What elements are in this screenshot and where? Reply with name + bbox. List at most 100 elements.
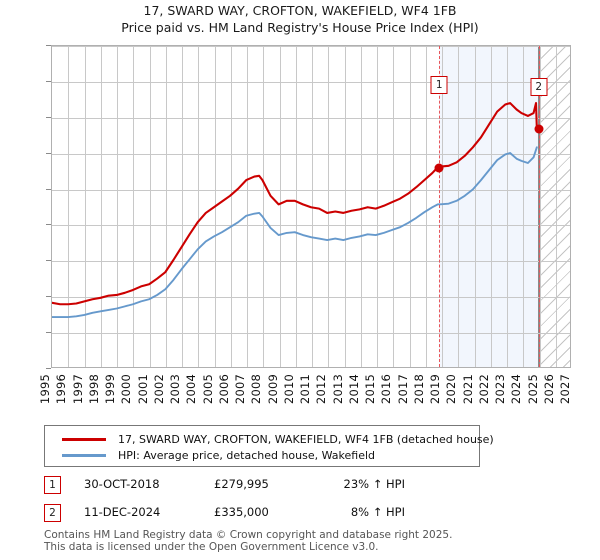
gridline-vertical xyxy=(133,46,135,367)
legend-swatch-hpi xyxy=(62,453,106,457)
gridline-horizontal xyxy=(52,153,570,155)
gridline-vertical xyxy=(263,46,265,367)
title-line-1: 17, SWARD WAY, CROFTON, WAKEFIELD, WF4 1… xyxy=(143,3,457,18)
gridline-vertical xyxy=(84,46,86,367)
x-axis-label: 2005 xyxy=(200,374,215,405)
gridline-vertical xyxy=(328,46,330,367)
gridline-vertical xyxy=(198,46,200,367)
footer-line-2: This data is licensed under the Open Gov… xyxy=(44,540,379,553)
page-title: 17, SWARD WAY, CROFTON, WAKEFIELD, WF4 1… xyxy=(0,2,600,36)
gridline-horizontal xyxy=(52,189,570,191)
gridline-vertical xyxy=(490,46,492,367)
sale-point-1[interactable] xyxy=(434,163,444,173)
gridline-vertical xyxy=(409,46,411,367)
y-axis-tick xyxy=(46,80,51,82)
gridline-vertical xyxy=(295,46,297,367)
legend-item-property: 17, SWARD WAY, CROFTON, WAKEFIELD, WF4 1… xyxy=(45,431,494,447)
gridline-vertical xyxy=(523,46,525,367)
x-axis-label: 2016 xyxy=(379,374,394,405)
chart-legend: 17, SWARD WAY, CROFTON, WAKEFIELD, WF4 1… xyxy=(44,425,494,467)
line-property-price xyxy=(52,102,538,306)
x-axis-label: 2002 xyxy=(151,374,166,405)
x-axis-label: 2001 xyxy=(135,374,150,405)
gridline-horizontal xyxy=(52,117,570,119)
gridline-vertical xyxy=(344,46,346,367)
gridline-vertical xyxy=(507,46,508,367)
y-axis-tick xyxy=(46,45,51,46)
y-axis-tick xyxy=(46,116,51,118)
x-axis-label: 2008 xyxy=(249,374,264,405)
sale-price-1: £279,995 xyxy=(214,477,269,491)
footer-attribution: Contains HM Land Registry data © Crown c… xyxy=(44,529,564,553)
sale-marker-1: 1 xyxy=(44,476,61,494)
gridline-horizontal xyxy=(52,297,570,299)
gridline-vertical xyxy=(279,46,281,367)
gridline-vertical xyxy=(165,46,167,367)
x-axis-label: 2027 xyxy=(558,374,572,405)
sale-marker-2: 2 xyxy=(44,504,61,522)
gridline-vertical xyxy=(247,46,248,367)
sale-hpi-2: 8% ↑ HPI xyxy=(350,505,405,519)
line-hpi-average xyxy=(52,146,538,319)
x-axis-label: 2025 xyxy=(525,374,540,405)
y-axis-tick xyxy=(46,188,51,190)
x-axis-label: 2011 xyxy=(298,374,312,405)
y-axis-tick xyxy=(46,368,51,369)
x-axis-label: 2014 xyxy=(346,374,361,405)
x-axis-label: 2010 xyxy=(281,374,296,405)
sale-date-1: 30-OCT-2018 xyxy=(84,477,160,491)
y-axis-tick xyxy=(46,296,51,298)
x-axis-label: 2020 xyxy=(444,374,459,405)
sale-point-2[interactable] xyxy=(534,124,544,134)
footer-line-1: Contains HM Land Registry data © Crown c… xyxy=(44,529,453,541)
x-axis-label: 2004 xyxy=(184,374,199,405)
x-axis-label: 2013 xyxy=(330,374,345,405)
gridline-vertical xyxy=(68,46,70,367)
gridline-vertical xyxy=(539,46,541,367)
gridline-vertical xyxy=(117,46,118,367)
sale-vertical-marker-1 xyxy=(439,46,441,367)
x-axis-label: 2023 xyxy=(493,374,507,405)
gridline-vertical xyxy=(442,46,443,367)
x-axis-label: 2019 xyxy=(428,374,442,405)
x-axis-label: 2022 xyxy=(476,374,491,405)
x-axis-label: 2000 xyxy=(119,374,134,405)
y-axis-tick xyxy=(46,224,51,226)
legend-swatch-property xyxy=(62,437,106,441)
x-axis-label: 1996 xyxy=(54,374,69,405)
x-axis-label: 2015 xyxy=(363,374,377,405)
gridline-vertical xyxy=(393,46,395,367)
sale-hpi-1: 23% ↑ HPI xyxy=(343,477,405,491)
sale-label-box-2[interactable]: 2 xyxy=(530,78,548,96)
x-axis-label: 1999 xyxy=(103,374,117,405)
gridline-horizontal xyxy=(52,333,570,335)
x-axis-label: 2026 xyxy=(541,374,556,405)
gridline-vertical xyxy=(474,46,476,367)
gridline-vertical xyxy=(360,46,362,367)
x-axis-label: 2003 xyxy=(168,374,182,405)
title-line-2: Price paid vs. HM Land Registry's House … xyxy=(121,20,479,35)
sale-label-box-1[interactable]: 1 xyxy=(430,76,448,94)
sale-row-2: 2 11-DEC-2024 £335,000 8% ↑ HPI xyxy=(44,504,484,522)
sale-vertical-marker-2 xyxy=(538,46,540,367)
y-axis-tick xyxy=(46,332,51,334)
future-hatched-region xyxy=(540,46,570,367)
gridline-horizontal xyxy=(52,46,570,47)
x-axis-label: 2024 xyxy=(509,374,524,405)
legend-label-hpi: HPI: Average price, detached house, Wake… xyxy=(118,448,376,462)
gridline-vertical xyxy=(182,46,183,367)
y-axis-tick xyxy=(46,260,51,262)
gridline-vertical xyxy=(425,46,427,367)
gridline-vertical xyxy=(100,46,102,367)
gridline-vertical xyxy=(555,46,557,367)
legend-label-property: 17, SWARD WAY, CROFTON, WAKEFIELD, WF4 1… xyxy=(118,432,494,446)
x-axis-label: 2009 xyxy=(265,374,280,405)
y-axis-tick xyxy=(46,152,51,154)
sale-row-1: 1 30-OCT-2018 £279,995 23% ↑ HPI xyxy=(44,476,484,494)
x-axis-label: 2017 xyxy=(395,374,410,405)
x-axis-label: 1995 xyxy=(38,374,52,405)
gridline-horizontal xyxy=(52,261,570,263)
x-axis-label: 1998 xyxy=(86,374,101,405)
